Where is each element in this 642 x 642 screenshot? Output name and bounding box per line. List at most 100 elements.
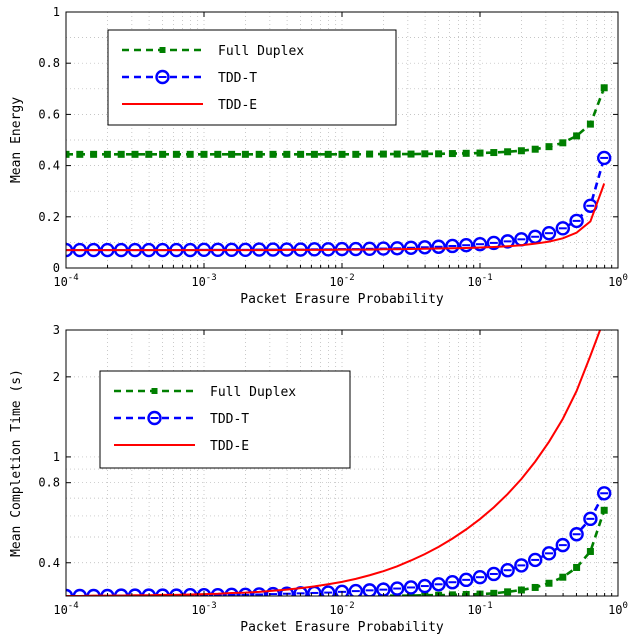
data-point-circle	[66, 588, 74, 596]
data-point-square	[241, 150, 249, 158]
data-point-square	[476, 149, 484, 157]
data-point-square	[586, 120, 594, 128]
data-point-square	[448, 591, 456, 596]
legend-label: TDD-E	[218, 98, 257, 113]
x-tick-label: 10-3	[191, 601, 216, 617]
data-point-square	[214, 150, 222, 158]
legend-label: TDD-T	[218, 71, 257, 86]
data-point-square	[66, 150, 70, 158]
series-tdd-e	[66, 183, 606, 252]
data-point-square	[366, 150, 374, 158]
y-tick-label: 0.2	[38, 210, 60, 224]
data-point-square	[76, 150, 84, 158]
data-point-square	[600, 84, 608, 92]
data-point-square	[435, 150, 443, 158]
legend-item-tdd-e: TDD-E	[122, 98, 257, 113]
y-tick-label: 0.4	[38, 159, 60, 173]
data-point-circle	[320, 585, 336, 596]
data-point-square	[269, 150, 277, 158]
data-point-square	[352, 150, 360, 158]
data-point-square	[504, 588, 512, 596]
legend-box	[99, 370, 351, 469]
x-axis-label: Packet Erasure Probability	[240, 620, 444, 635]
data-point-square	[448, 150, 456, 158]
x-tick-label: 10-2	[329, 601, 354, 617]
y-tick-label: 0.8	[38, 56, 60, 70]
series-line	[66, 330, 602, 596]
data-point-square	[462, 149, 470, 157]
legend-item-tdd-t: TDD-T	[114, 410, 249, 427]
x-tick-label: 10-4	[53, 273, 78, 289]
y-axis-label: Mean Energy	[9, 97, 24, 183]
data-point-square	[200, 150, 208, 158]
data-point-square	[255, 150, 263, 158]
data-point-square	[531, 583, 539, 591]
x-tick-label: 100	[608, 601, 628, 617]
data-point-square	[573, 563, 581, 571]
y-tick-label: 2	[53, 370, 60, 384]
data-point-square	[283, 150, 291, 158]
legend-label: Full Duplex	[218, 44, 304, 59]
data-point-square	[338, 150, 346, 158]
y-tick-label: 0.4	[38, 556, 60, 570]
data-point-square	[379, 150, 387, 158]
x-tick-label: 10-3	[191, 273, 216, 289]
data-point-square	[531, 145, 539, 153]
data-point-square	[490, 149, 498, 157]
legend-marker-square	[151, 388, 158, 394]
y-axis-label: Mean Completion Time (s)	[9, 369, 24, 557]
series-tdd-e	[66, 330, 602, 596]
y-tick-label: 1	[53, 5, 60, 19]
data-point-square	[159, 150, 167, 158]
energy-chart-panel: 10-4 10-3 10-2 10-1 100 0 0.2 0.4 0.6 0.8 1 Packet …	[9, 5, 628, 307]
y-tick-label: 0.6	[38, 107, 60, 121]
data-point-square	[517, 586, 525, 594]
data-point-square	[103, 150, 111, 158]
data-point-square	[573, 132, 581, 140]
data-point-square	[545, 143, 553, 151]
x-axis-label: Packet Erasure Probability	[240, 292, 444, 307]
x-tick-label: 10-2	[329, 273, 354, 289]
data-point-square	[393, 150, 401, 158]
data-point-square	[310, 150, 318, 158]
data-point-square	[90, 150, 98, 158]
y-tick-label: 0.8	[38, 476, 60, 490]
data-point-square	[559, 573, 567, 581]
data-point-square	[600, 506, 608, 514]
data-point-square	[517, 147, 525, 155]
data-point-square	[421, 150, 429, 158]
data-point-square	[145, 150, 153, 158]
data-point-square	[586, 547, 594, 555]
data-point-circle	[72, 588, 88, 596]
data-point-square	[186, 150, 194, 158]
legend-label: TDD-T	[210, 412, 249, 427]
y-tick-label: 1	[53, 450, 60, 464]
data-point-square	[297, 150, 305, 158]
legend-item-full-duplex: Full Duplex	[114, 385, 296, 400]
series-line	[66, 87, 606, 156]
legend-label: TDD-E	[210, 439, 249, 454]
y-tick-label: 3	[53, 323, 60, 337]
data-point-square	[504, 148, 512, 156]
x-tick-label: 10-4	[53, 601, 78, 617]
series-full-duplex	[66, 84, 608, 158]
data-point-square	[545, 579, 553, 587]
legend-item-tdd-t: TDD-T	[122, 69, 257, 86]
data-point-square	[324, 150, 332, 158]
x-tick-label: 10-1	[467, 273, 492, 289]
legend-item-full-duplex: Full Duplex	[122, 44, 304, 59]
x-tick-label: 100	[608, 273, 628, 289]
completion-time-chart-panel: 10-4 10-3 10-2 10-1 100 0.4 0.8 1 2 3 Packet Erasu…	[9, 323, 628, 635]
y-tick-label: 0	[53, 261, 60, 275]
legend-item-tdd-e: TDD-E	[114, 439, 249, 454]
data-point-square	[117, 150, 125, 158]
series-line	[66, 509, 606, 596]
legend: Full Duplex TDD-T TDD-E	[107, 29, 397, 126]
data-point-square	[559, 139, 567, 147]
data-point-square	[490, 589, 498, 596]
data-point-square	[407, 150, 415, 158]
series-line	[66, 183, 606, 252]
data-point-square	[228, 150, 236, 158]
data-point-circle	[86, 588, 101, 596]
